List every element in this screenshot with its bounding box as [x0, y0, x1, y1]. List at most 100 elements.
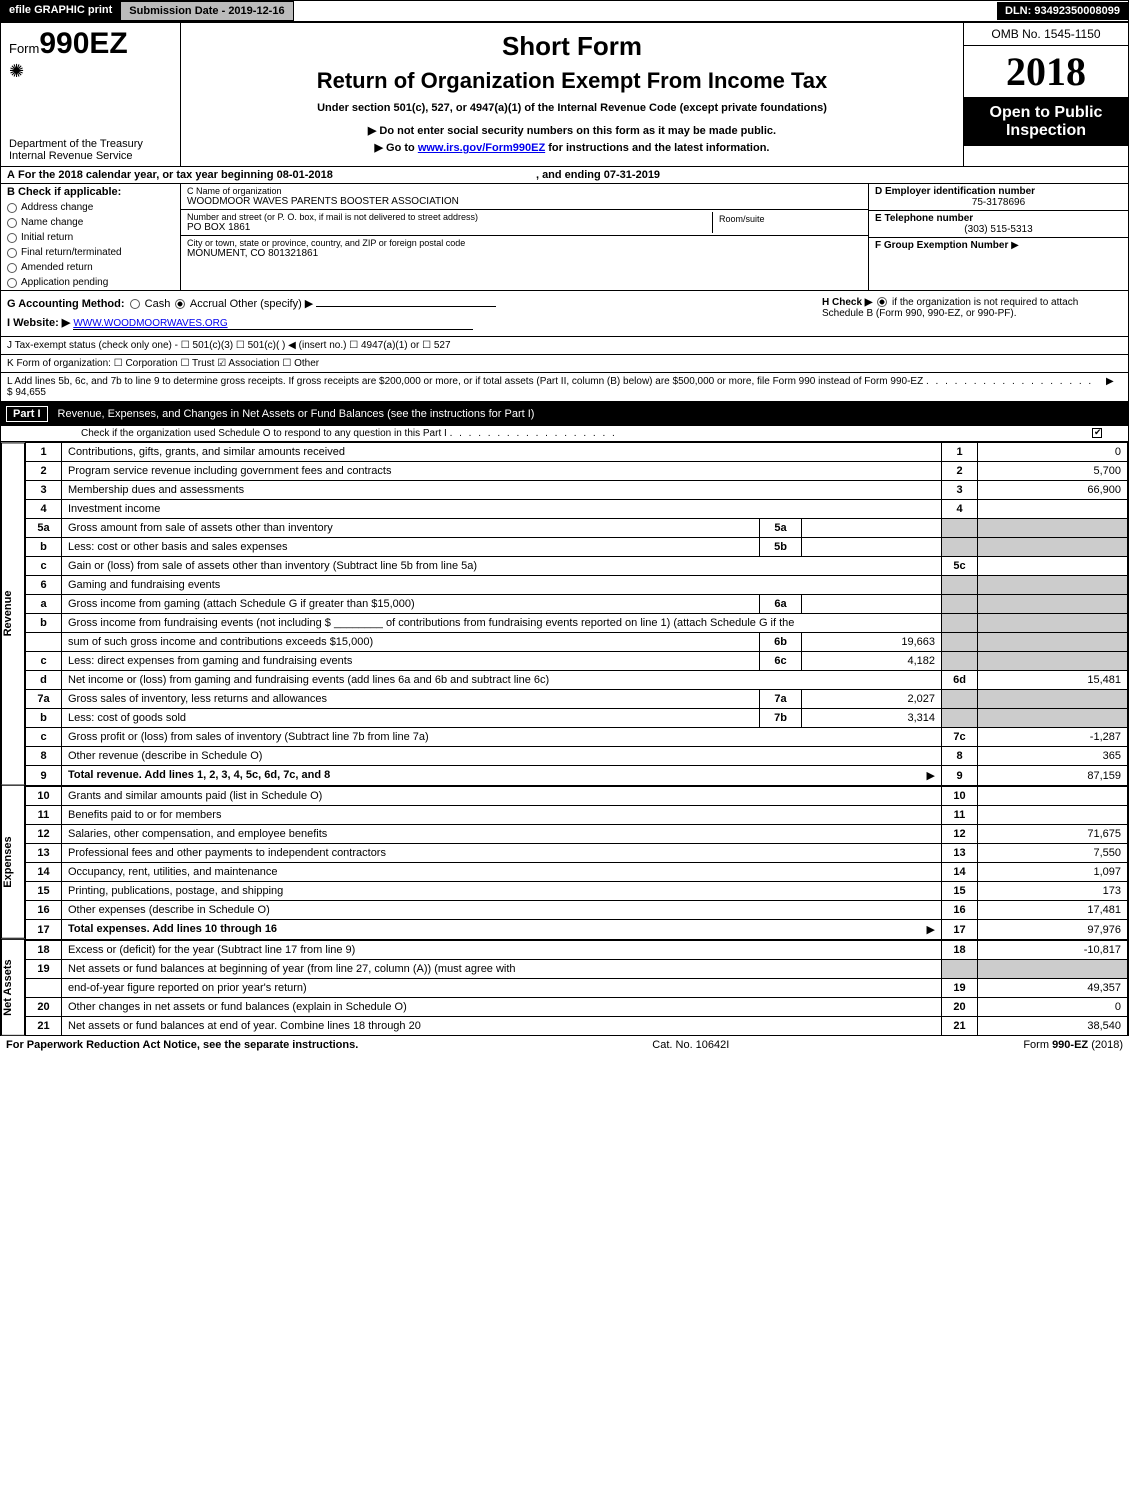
table-row: 7aGross sales of inventory, less returns…: [26, 690, 1128, 709]
sub-value: [802, 519, 942, 538]
row-number: 19: [26, 960, 62, 979]
line-value: 87,159: [978, 766, 1128, 786]
accounting-method: G Accounting Method: Cash Accrual Other …: [7, 297, 822, 310]
c-label: C Name of organization: [187, 186, 862, 196]
efile-print-button[interactable]: efile GRAPHIC print: [1, 1, 120, 21]
cb-initial-return[interactable]: Initial return: [1, 230, 180, 245]
short-form-title: Short Form: [189, 31, 955, 62]
line-ref: 20: [942, 998, 978, 1017]
goto-prefix: ▶ Go to: [375, 142, 418, 154]
check-text: Check if the organization used Schedule …: [81, 428, 447, 439]
website-link[interactable]: WWW.WOODMOORWAVES.ORG: [73, 318, 227, 329]
street-value: PO BOX 1861: [187, 222, 712, 233]
omb-number: OMB No. 1545-1150: [964, 23, 1128, 46]
table-row: 16Other expenses (describe in Schedule O…: [26, 901, 1128, 920]
radio-accrual[interactable]: [175, 299, 185, 309]
shaded-cell: [978, 690, 1128, 709]
table-row: 2Program service revenue including gover…: [26, 462, 1128, 481]
check-dots: [450, 428, 617, 439]
cb-application-pending[interactable]: Application pending: [1, 275, 180, 290]
row-number: [26, 979, 62, 998]
row-number: 13: [26, 844, 62, 863]
row-description: Less: cost of goods sold: [62, 709, 760, 728]
box-c: C Name of organization WOODMOOR WAVES PA…: [181, 184, 868, 290]
shaded-cell: [978, 519, 1128, 538]
cb-address-change[interactable]: Address change: [1, 200, 180, 215]
cb-label: Address change: [21, 202, 93, 213]
row-number: 2: [26, 462, 62, 481]
table-row: bLess: cost of goods sold7b3,314: [26, 709, 1128, 728]
line-value: [978, 787, 1128, 806]
table-row: cGross profit or (loss) from sales of in…: [26, 728, 1128, 747]
line-ref: 13: [942, 844, 978, 863]
netassets-section-label: Net Assets: [1, 939, 25, 1036]
submission-date-button[interactable]: Submission Date - 2019-12-16: [120, 1, 293, 21]
row-description: Gross profit or (loss) from sales of inv…: [62, 728, 942, 747]
part-1-body: Revenue Expenses Net Assets 1Contributio…: [0, 442, 1129, 1036]
line-ref: 7c: [942, 728, 978, 747]
h-prefix: H Check ▶: [822, 297, 872, 308]
shaded-cell: [978, 652, 1128, 671]
header-left: Form990EZ ✺ Department of the Treasury I…: [1, 23, 181, 166]
table-row: 3Membership dues and assessments366,900: [26, 481, 1128, 500]
goto-link[interactable]: www.irs.gov/Form990EZ: [418, 142, 545, 154]
line-ref: 10: [942, 787, 978, 806]
l-dots: [926, 376, 1093, 387]
row-description: Less: direct expenses from gaming and fu…: [62, 652, 760, 671]
phone-row: E Telephone number (303) 515-5313: [869, 211, 1128, 238]
line-ref: 12: [942, 825, 978, 844]
line-value: [978, 557, 1128, 576]
shaded-cell: [978, 960, 1128, 979]
line-ref: 2: [942, 462, 978, 481]
cb-name-change[interactable]: Name change: [1, 215, 180, 230]
row-number: c: [26, 728, 62, 747]
code-subtitle: Under section 501(c), 527, or 4947(a)(1)…: [189, 102, 955, 114]
line-value: 71,675: [978, 825, 1128, 844]
other-specify-line[interactable]: [316, 306, 496, 307]
box-b-header: B Check if applicable:: [1, 184, 180, 200]
row-description: Net assets or fund balances at beginning…: [62, 960, 942, 979]
row-number: 21: [26, 1017, 62, 1036]
schedule-o-checkbox[interactable]: [1092, 428, 1102, 438]
table-row: 18Excess or (deficit) for the year (Subt…: [26, 941, 1128, 960]
cb-amended-return[interactable]: Amended return: [1, 260, 180, 275]
sub-line-number: 5a: [760, 519, 802, 538]
open-to-public-badge: Open to Public Inspection: [964, 98, 1128, 146]
street-row: Number and street (or P. O. box, if mail…: [181, 210, 868, 236]
city-row: City or town, state or province, country…: [181, 236, 868, 261]
cb-label: Name change: [21, 217, 83, 228]
line-value: 7,550: [978, 844, 1128, 863]
line-value: 15,481: [978, 671, 1128, 690]
row-description: Net assets or fund balances at end of ye…: [62, 1017, 942, 1036]
row-number: b: [26, 538, 62, 557]
cb-final-return[interactable]: Final return/terminated: [1, 245, 180, 260]
sub-line-number: 6a: [760, 595, 802, 614]
goto-line: ▶ Go to www.irs.gov/Form990EZ for instru…: [189, 141, 955, 154]
shaded-cell: [978, 709, 1128, 728]
cb-label: Application pending: [21, 277, 108, 288]
line-a-tax-year: A For the 2018 calendar year, or tax yea…: [0, 167, 1129, 184]
line-value: 38,540: [978, 1017, 1128, 1036]
dept-line-1: Department of the Treasury: [9, 138, 172, 150]
row-number: 6: [26, 576, 62, 595]
sub-value: 2,027: [802, 690, 942, 709]
irs-eagle-icon: ✺: [9, 61, 172, 82]
line-ref: 17: [942, 920, 978, 940]
table-row: 20Other changes in net assets or fund ba…: [26, 998, 1128, 1017]
table-row: 14Occupancy, rent, utilities, and mainte…: [26, 863, 1128, 882]
table-row: 1Contributions, gifts, grants, and simil…: [26, 443, 1128, 462]
j-tax-exempt-status: J Tax-exempt status (check only one) - ☐…: [0, 337, 1129, 355]
goto-suffix: for instructions and the latest informat…: [545, 142, 769, 154]
shaded-cell: [978, 633, 1128, 652]
radio-icon: [7, 233, 17, 243]
room-suite: Room/suite: [712, 212, 862, 233]
table-row: 21Net assets or fund balances at end of …: [26, 1017, 1128, 1036]
table-row: 4Investment income4: [26, 500, 1128, 519]
radio-cash[interactable]: [130, 299, 140, 309]
line-value: 1,097: [978, 863, 1128, 882]
sub-line-number: 7b: [760, 709, 802, 728]
row-description: Gross sales of inventory, less returns a…: [62, 690, 760, 709]
e-label: E Telephone number: [875, 213, 1122, 224]
table-row: 12Salaries, other compensation, and empl…: [26, 825, 1128, 844]
h-checkbox[interactable]: [877, 297, 887, 307]
